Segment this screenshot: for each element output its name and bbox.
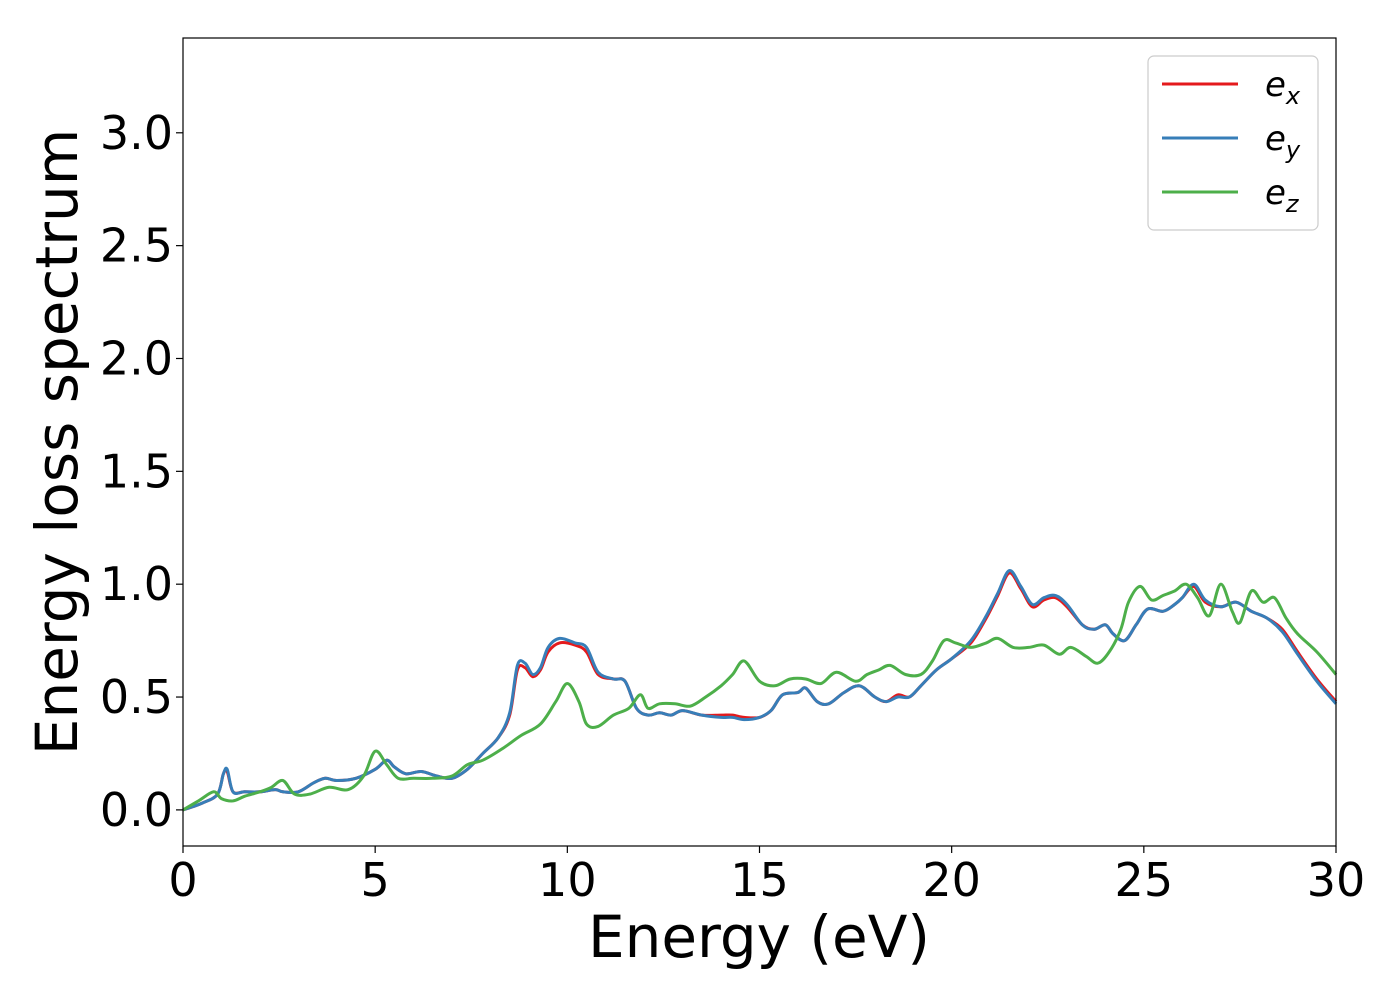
y-tick-label: 3.0 (100, 106, 173, 160)
y-tick-label: 2.5 (100, 219, 173, 273)
x-axis-ticks: 0 5 10 15 20 25 30 (168, 846, 1365, 907)
legend-subscript-z: z (1285, 190, 1300, 218)
legend-subscript-x: x (1285, 82, 1301, 110)
y-axis-ticks: 0.0 0.5 1.0 1.5 2.0 2.5 3.0 (100, 106, 183, 837)
x-axis-title: Energy (eV) (588, 903, 930, 971)
y-tick-label: 2.0 (100, 331, 173, 385)
y-tick-label: 0.0 (100, 783, 173, 837)
legend-box (1147, 55, 1319, 231)
series-line-e-z (182, 582, 1338, 812)
x-tick-label: 30 (1307, 853, 1366, 907)
y-tick-label: 0.5 (100, 670, 173, 724)
series-layer (182, 569, 1338, 812)
x-tick-label: 0 (168, 853, 197, 907)
x-tick-label: 5 (361, 853, 390, 907)
x-tick-label: 20 (922, 853, 981, 907)
series-line-e-y (182, 569, 1338, 812)
y-tick-label: 1.0 (100, 557, 173, 611)
y-tick-label: 1.5 (100, 444, 173, 498)
x-tick-label: 10 (538, 853, 597, 907)
x-tick-label: 25 (1115, 853, 1174, 907)
legend-subscript-y: y (1285, 136, 1301, 164)
x-tick-label: 15 (730, 853, 789, 907)
y-axis-title: Energy loss spectrum (23, 129, 91, 755)
plot-area (183, 38, 1336, 846)
